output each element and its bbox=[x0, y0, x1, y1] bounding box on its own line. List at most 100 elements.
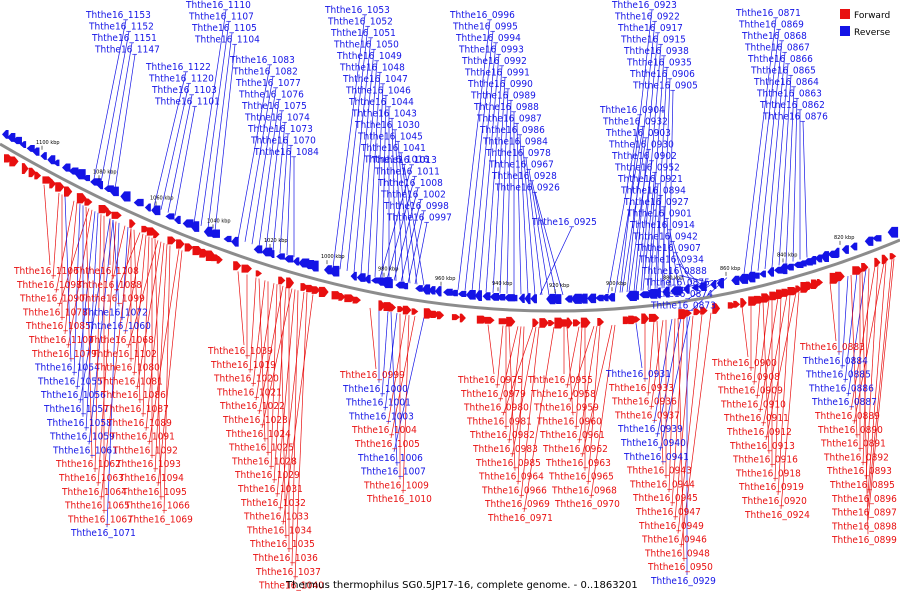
leader-line bbox=[286, 145, 292, 256]
forward-gene-feature bbox=[167, 236, 177, 245]
reverse-gene-feature bbox=[504, 294, 515, 302]
leader-line bbox=[374, 83, 384, 277]
forward-gene-label: Ththe16_1064 bbox=[61, 487, 127, 498]
reverse-gene-label: Ththe16_0932 bbox=[602, 117, 668, 128]
reverse-gene-label: Ththe16_0887 bbox=[811, 397, 877, 408]
forward-gene-label: Ththe16_1039 bbox=[207, 346, 273, 357]
leader-line bbox=[154, 244, 168, 473]
axis-ticks: 1100 kbp 1080 kbp 1060 kbp 1040 kbp 1020 kbp… bbox=[36, 140, 854, 294]
forward-gene-label: Ththe16_1102 bbox=[91, 349, 157, 360]
forward-gene-label: Ththe16_0979 bbox=[460, 389, 526, 400]
reverse-gene-feature bbox=[731, 275, 740, 285]
reverse-gene-label: Ththe16_0888 bbox=[641, 266, 707, 277]
leader-line bbox=[107, 42, 133, 186]
leader-line bbox=[393, 187, 419, 281]
forward-gene-label: Ththe16_1100 bbox=[28, 335, 94, 346]
reverse-gene-label: Ththe16_1002 bbox=[380, 190, 446, 201]
reverse-gene-label: Ththe16_0942 bbox=[632, 232, 698, 243]
leader-line bbox=[261, 288, 293, 428]
forward-gene-feature bbox=[712, 303, 721, 314]
reverse-gene-label: Ththe16_1054 bbox=[34, 363, 100, 374]
axis-tick-label: 980 kbp bbox=[378, 267, 398, 273]
reverse-gene-label: Ththe16_0940 bbox=[620, 438, 686, 449]
forward-gene-feature bbox=[105, 209, 113, 217]
forward-gene-feature bbox=[648, 313, 660, 322]
leader-line bbox=[750, 29, 780, 273]
reverse-gene-feature bbox=[564, 295, 573, 303]
reverse-gene-label: Ththe16_1120 bbox=[148, 74, 214, 85]
forward-gene-label: Ththe16_1094 bbox=[118, 473, 184, 484]
reverse-gene-feature bbox=[676, 286, 683, 294]
reverse-gene-label: Ththe16_1103 bbox=[151, 85, 217, 96]
reverse-gene-feature bbox=[578, 293, 588, 304]
reverse-gene-feature bbox=[428, 286, 436, 295]
reverse-gene-feature bbox=[546, 293, 556, 305]
leader-line bbox=[847, 269, 867, 397]
leader-line bbox=[174, 106, 196, 216]
leader-line bbox=[387, 314, 407, 425]
forward-gene-label: Ththe16_1079 bbox=[31, 349, 97, 360]
forward-gene-feature bbox=[318, 286, 329, 298]
leader-line bbox=[369, 307, 377, 370]
forward-gene-feature bbox=[795, 285, 802, 293]
reverse-gene-feature bbox=[654, 287, 661, 299]
forward-gene-label: Ththe16_0918 bbox=[735, 468, 801, 479]
leader-line bbox=[400, 152, 418, 285]
leader-line bbox=[163, 245, 171, 514]
reverse-gene-feature bbox=[62, 163, 71, 172]
reverse-gene-label: Ththe16_1049 bbox=[336, 51, 402, 62]
leader-line bbox=[668, 90, 674, 288]
leader-line bbox=[649, 183, 659, 290]
forward-gene-label: Ththe16_1085 bbox=[25, 321, 91, 332]
forward-gene-label: Ththe16_0962 bbox=[542, 444, 608, 455]
forward-gene-label: Ththe16_1087 bbox=[103, 404, 169, 415]
reverse-gene-label: Ththe16_1003 bbox=[348, 411, 414, 422]
leader-line bbox=[391, 118, 397, 281]
forward-gene-label: Ththe16_0892 bbox=[823, 452, 889, 463]
reverse-gene-feature bbox=[53, 159, 60, 167]
forward-gene-label: Ththe16_0898 bbox=[831, 521, 897, 532]
reverse-gene-feature bbox=[253, 245, 263, 254]
reverse-gene-feature bbox=[691, 284, 699, 291]
reverse-gene-label: Ththe16_0914 bbox=[629, 220, 695, 231]
forward-gene-label: Ththe16_1062 bbox=[55, 459, 121, 470]
reverse-gene-feature bbox=[449, 289, 458, 297]
reverse-gene-feature bbox=[662, 286, 670, 298]
reverse-gene-label: Ththe16_0903 bbox=[605, 128, 671, 139]
leader-line bbox=[653, 318, 673, 424]
leader-line bbox=[523, 326, 555, 513]
forward-gene-label: Ththe16_1023 bbox=[222, 415, 288, 426]
reverse-gene-label: Ththe16_1151 bbox=[91, 33, 157, 44]
forward-gene-feature bbox=[300, 283, 309, 291]
leader-line bbox=[403, 164, 425, 286]
leader-line bbox=[492, 77, 506, 293]
leader-line bbox=[114, 54, 136, 190]
forward-gene-label: Ththe16_1091 bbox=[109, 432, 175, 443]
leader-line bbox=[626, 21, 656, 293]
reverse-gene-label: Ththe16_0884 bbox=[802, 356, 868, 367]
forward-gene-label: Ththe16_0982 bbox=[469, 430, 535, 441]
gene-labels: Ththe16_1153Ththe16_1152Ththe16_1151Thth… bbox=[13, 0, 897, 592]
leader-line bbox=[464, 31, 494, 291]
forward-gene-feature bbox=[397, 306, 405, 313]
forward-gene-label: Ththe16_1069 bbox=[127, 514, 193, 525]
reverse-gene-label: Ththe16_0876 bbox=[762, 112, 828, 123]
leader-line bbox=[511, 326, 537, 457]
leader-line bbox=[844, 272, 858, 383]
forward-gene-label: Ththe16_1067 bbox=[67, 514, 133, 525]
leader-line bbox=[756, 299, 770, 399]
leader-line bbox=[145, 242, 165, 431]
reverse-gene-label: Ththe16_1082 bbox=[232, 67, 298, 78]
leader-line bbox=[76, 211, 96, 390]
reverse-gene-label: Ththe16_1013 bbox=[371, 155, 437, 166]
forward-gene-label: Ththe16_0912 bbox=[726, 427, 792, 438]
leader-line bbox=[270, 284, 278, 470]
reverse-gene-label: Ththe16_1052 bbox=[327, 17, 393, 28]
forward-gene-feature bbox=[874, 257, 881, 267]
forward-gene-feature bbox=[233, 261, 242, 271]
forward-gene-label: Ththe16_1024 bbox=[225, 429, 291, 440]
forward-gene-label: Ththe16_0943 bbox=[626, 466, 692, 477]
leader-line bbox=[384, 313, 398, 411]
reverse-gene-label: Ththe16_0991 bbox=[464, 68, 530, 79]
reverse-gene-feature bbox=[607, 293, 616, 302]
